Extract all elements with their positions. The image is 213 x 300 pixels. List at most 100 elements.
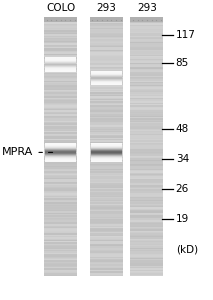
Bar (91, 149, 122, 150)
Bar (44, 146, 77, 147)
Bar (44, 105, 77, 106)
Bar (130, 209, 164, 210)
Bar (44, 117, 77, 118)
Bar (130, 219, 164, 220)
Bar (91, 148, 122, 149)
Bar (90, 103, 123, 104)
Bar (90, 217, 123, 218)
Bar (44, 230, 77, 231)
Bar (44, 184, 77, 185)
Bar (44, 245, 77, 246)
Bar (90, 122, 123, 123)
Bar (91, 145, 122, 146)
Bar (90, 266, 123, 267)
Bar (90, 258, 123, 259)
Bar (44, 17, 77, 22)
Bar (44, 262, 77, 263)
Bar (91, 152, 122, 153)
Bar (44, 29, 77, 30)
Bar (45, 153, 76, 154)
Bar (130, 180, 164, 181)
Bar (90, 24, 123, 25)
Bar (90, 166, 123, 167)
Text: 293: 293 (96, 3, 117, 13)
Bar (44, 193, 77, 194)
Bar (44, 60, 77, 61)
Bar (44, 50, 77, 51)
Bar (130, 74, 164, 76)
Bar (44, 160, 77, 161)
Bar (130, 76, 164, 77)
Bar (45, 66, 76, 67)
Bar (45, 159, 76, 160)
Bar (130, 80, 164, 81)
Bar (130, 273, 164, 275)
Bar (90, 218, 123, 219)
Bar (130, 200, 164, 201)
Bar (90, 142, 123, 143)
Bar (44, 112, 77, 113)
Bar (44, 253, 77, 254)
Bar (90, 83, 123, 85)
Bar (130, 67, 164, 68)
Bar (44, 90, 77, 91)
Bar (130, 258, 164, 259)
Bar (90, 42, 123, 43)
Bar (130, 248, 164, 249)
Bar (44, 119, 77, 121)
Bar (44, 179, 77, 180)
Bar (130, 135, 164, 136)
Bar (44, 78, 77, 80)
Bar (91, 150, 122, 151)
Bar (44, 86, 77, 87)
Bar (90, 61, 123, 63)
Text: (kD): (kD) (176, 244, 198, 254)
Bar (130, 241, 164, 242)
Bar (130, 189, 164, 191)
Bar (90, 60, 123, 61)
Bar (44, 74, 77, 76)
Bar (90, 219, 123, 220)
Bar (44, 152, 77, 153)
Bar (130, 91, 164, 92)
Bar (45, 57, 76, 58)
Bar (130, 123, 164, 125)
Bar (90, 253, 123, 254)
Bar (44, 256, 77, 258)
Bar (130, 182, 164, 183)
Bar (130, 133, 164, 134)
Bar (90, 160, 123, 161)
Bar (130, 179, 164, 180)
Bar (90, 143, 123, 144)
Bar (90, 189, 123, 191)
Bar (91, 81, 122, 82)
Bar (130, 246, 164, 247)
Bar (90, 273, 123, 275)
Bar (44, 157, 77, 158)
Bar (130, 54, 164, 55)
Bar (90, 37, 123, 38)
Bar (130, 149, 164, 151)
Bar (130, 82, 164, 83)
Bar (90, 77, 123, 78)
Bar (44, 233, 77, 235)
Bar (90, 58, 123, 59)
Bar (90, 250, 123, 251)
Bar (130, 30, 164, 31)
Bar (90, 33, 123, 34)
Bar (44, 126, 77, 127)
Bar (130, 110, 164, 112)
Bar (130, 184, 164, 185)
Bar (44, 266, 77, 267)
Bar (44, 103, 77, 104)
Bar (90, 119, 123, 121)
Bar (91, 84, 122, 85)
Text: MPRA: MPRA (2, 147, 42, 158)
Bar (130, 92, 164, 94)
Bar (130, 117, 164, 118)
Bar (130, 119, 164, 121)
Bar (44, 37, 77, 38)
Bar (90, 65, 123, 67)
Bar (130, 77, 164, 78)
Bar (130, 78, 164, 80)
